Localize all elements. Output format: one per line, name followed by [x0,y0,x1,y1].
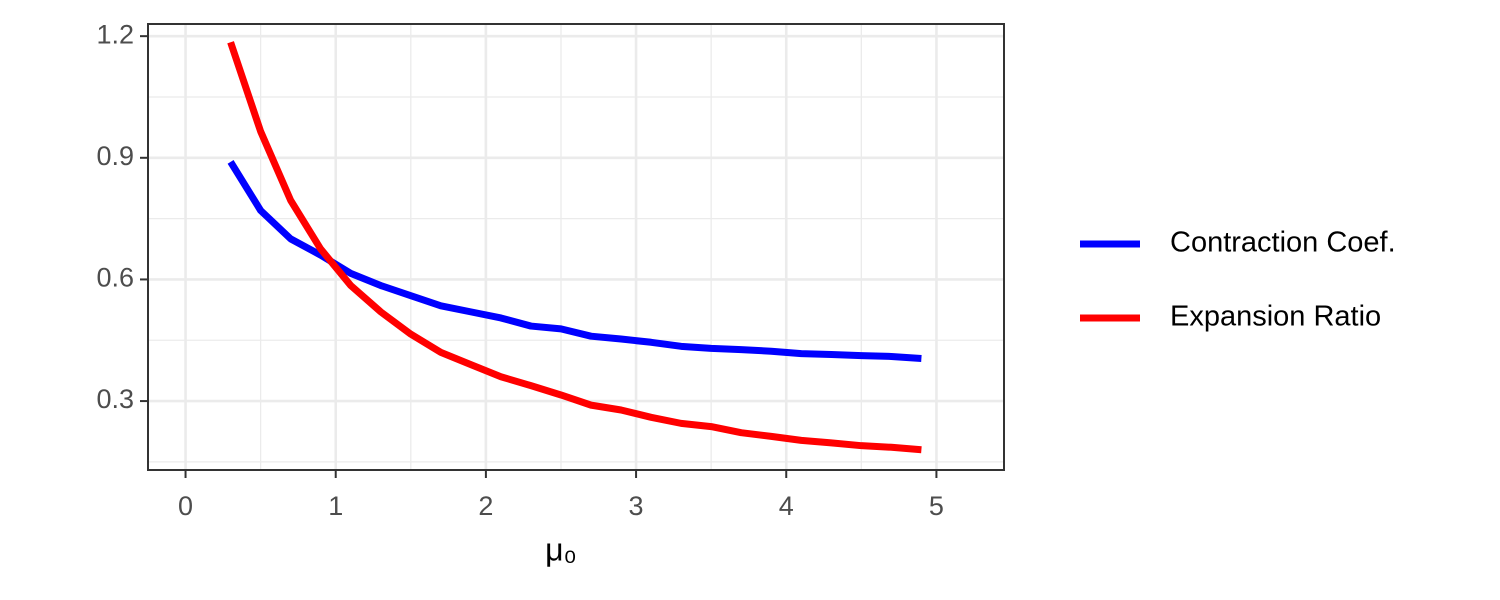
legend-label: Contraction Coef. [1170,227,1396,259]
x-tick-label: 4 [779,491,794,521]
x-tick-label: 2 [478,491,493,521]
y-tick-label: 0.6 [96,263,134,293]
panel-border [147,23,1005,471]
legend-label: Expansion Ratio [1170,301,1381,333]
y-tick-label: 1.2 [96,19,134,49]
x-axis-label: μ₀ [545,531,577,567]
y-tick-label: 0.3 [96,384,134,414]
y-tick-label: 0.9 [96,141,134,171]
x-tick-label: 0 [178,491,193,521]
x-tick-label: 1 [328,491,343,521]
x-tick-label: 3 [629,491,644,521]
line [227,41,922,454]
line [227,160,922,362]
x-tick-label: 5 [929,491,944,521]
